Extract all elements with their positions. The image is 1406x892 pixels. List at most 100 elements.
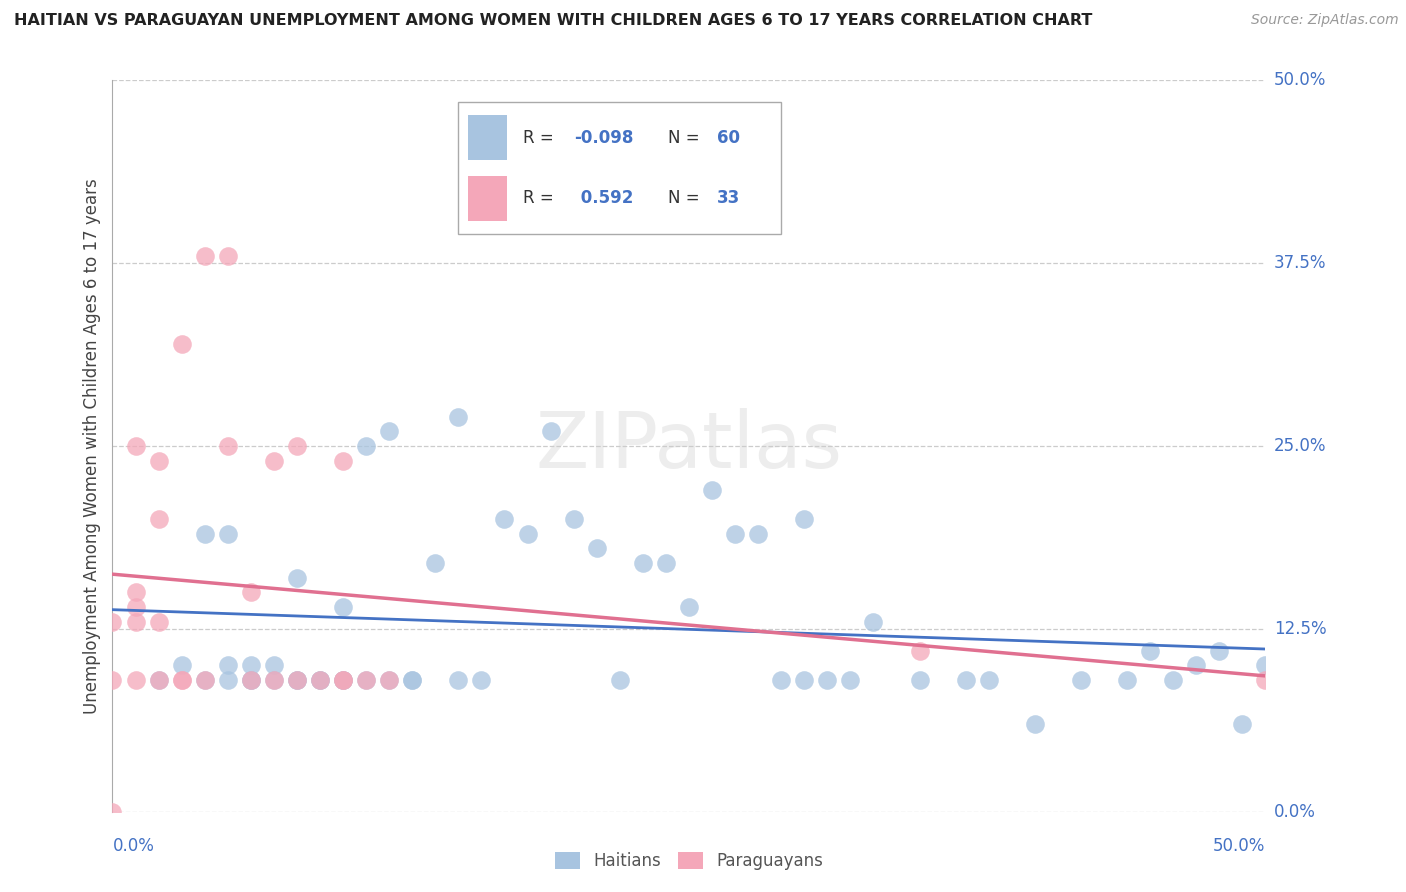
Point — [585, 541, 607, 556]
Point — [285, 439, 308, 453]
Point — [217, 673, 239, 687]
Point — [239, 658, 262, 673]
Point — [494, 512, 516, 526]
Point — [447, 673, 470, 687]
Text: ZIPatlas: ZIPatlas — [536, 408, 842, 484]
Point — [401, 673, 423, 687]
Point — [148, 512, 170, 526]
Point — [378, 673, 401, 687]
Point — [908, 673, 931, 687]
Point — [124, 585, 146, 599]
Point — [148, 615, 170, 629]
Point — [354, 439, 377, 453]
Point — [239, 673, 262, 687]
Point — [217, 658, 239, 673]
Point — [263, 658, 285, 673]
Text: Source: ZipAtlas.com: Source: ZipAtlas.com — [1251, 13, 1399, 28]
Point — [1024, 717, 1046, 731]
Point — [309, 673, 332, 687]
Point — [124, 615, 146, 629]
Point — [862, 615, 884, 629]
Text: 0.0%: 0.0% — [1274, 803, 1316, 821]
Text: HAITIAN VS PARAGUAYAN UNEMPLOYMENT AMONG WOMEN WITH CHILDREN AGES 6 TO 17 YEARS : HAITIAN VS PARAGUAYAN UNEMPLOYMENT AMONG… — [14, 13, 1092, 29]
Point — [724, 526, 747, 541]
Point — [239, 673, 262, 687]
Point — [170, 336, 193, 351]
Point — [1116, 673, 1139, 687]
Point — [309, 673, 332, 687]
Point — [425, 556, 447, 570]
Point — [1185, 658, 1208, 673]
Point — [470, 673, 492, 687]
Text: 50.0%: 50.0% — [1213, 838, 1265, 855]
Point — [170, 673, 193, 687]
Point — [148, 673, 170, 687]
Point — [263, 673, 285, 687]
Point — [354, 673, 377, 687]
Point — [955, 673, 977, 687]
Point — [332, 453, 354, 467]
Point — [170, 658, 193, 673]
Point — [378, 673, 401, 687]
Point — [1254, 658, 1277, 673]
Point — [217, 249, 239, 263]
Point — [747, 526, 769, 541]
Point — [562, 512, 585, 526]
Point — [977, 673, 1000, 687]
Point — [194, 526, 217, 541]
Point — [124, 673, 146, 687]
Point — [309, 673, 332, 687]
Point — [793, 673, 815, 687]
Point — [540, 425, 562, 439]
Point — [401, 673, 423, 687]
Point — [217, 526, 239, 541]
Point — [700, 483, 723, 497]
Point — [655, 556, 678, 570]
Point — [124, 599, 146, 614]
Point — [194, 673, 217, 687]
Point — [1208, 644, 1230, 658]
Point — [332, 599, 354, 614]
Point — [124, 439, 146, 453]
Point — [285, 673, 308, 687]
Point — [217, 439, 239, 453]
Point — [332, 673, 354, 687]
Point — [908, 644, 931, 658]
Point — [1139, 644, 1161, 658]
Point — [285, 571, 308, 585]
Point — [516, 526, 538, 541]
Point — [285, 673, 308, 687]
Point — [815, 673, 838, 687]
Point — [770, 673, 793, 687]
Point — [101, 805, 124, 819]
Point — [354, 673, 377, 687]
Point — [170, 673, 193, 687]
Point — [678, 599, 700, 614]
Text: 12.5%: 12.5% — [1274, 620, 1326, 638]
Point — [263, 673, 285, 687]
Point — [263, 453, 285, 467]
Point — [239, 673, 262, 687]
Point — [101, 673, 124, 687]
Point — [447, 409, 470, 424]
Point — [332, 673, 354, 687]
Point — [194, 249, 217, 263]
Point — [839, 673, 862, 687]
Point — [609, 673, 631, 687]
Point — [1232, 717, 1254, 731]
Point — [378, 425, 401, 439]
Point — [1070, 673, 1092, 687]
Legend: Haitians, Paraguayans: Haitians, Paraguayans — [548, 845, 830, 877]
Point — [793, 512, 815, 526]
Text: 37.5%: 37.5% — [1274, 254, 1326, 272]
Point — [101, 615, 124, 629]
Text: 25.0%: 25.0% — [1274, 437, 1326, 455]
Point — [631, 556, 654, 570]
Point — [194, 673, 217, 687]
Text: 0.0%: 0.0% — [112, 838, 155, 855]
Point — [1161, 673, 1184, 687]
Point — [332, 673, 354, 687]
Y-axis label: Unemployment Among Women with Children Ages 6 to 17 years: Unemployment Among Women with Children A… — [83, 178, 101, 714]
Point — [148, 673, 170, 687]
Text: 50.0%: 50.0% — [1274, 71, 1326, 89]
